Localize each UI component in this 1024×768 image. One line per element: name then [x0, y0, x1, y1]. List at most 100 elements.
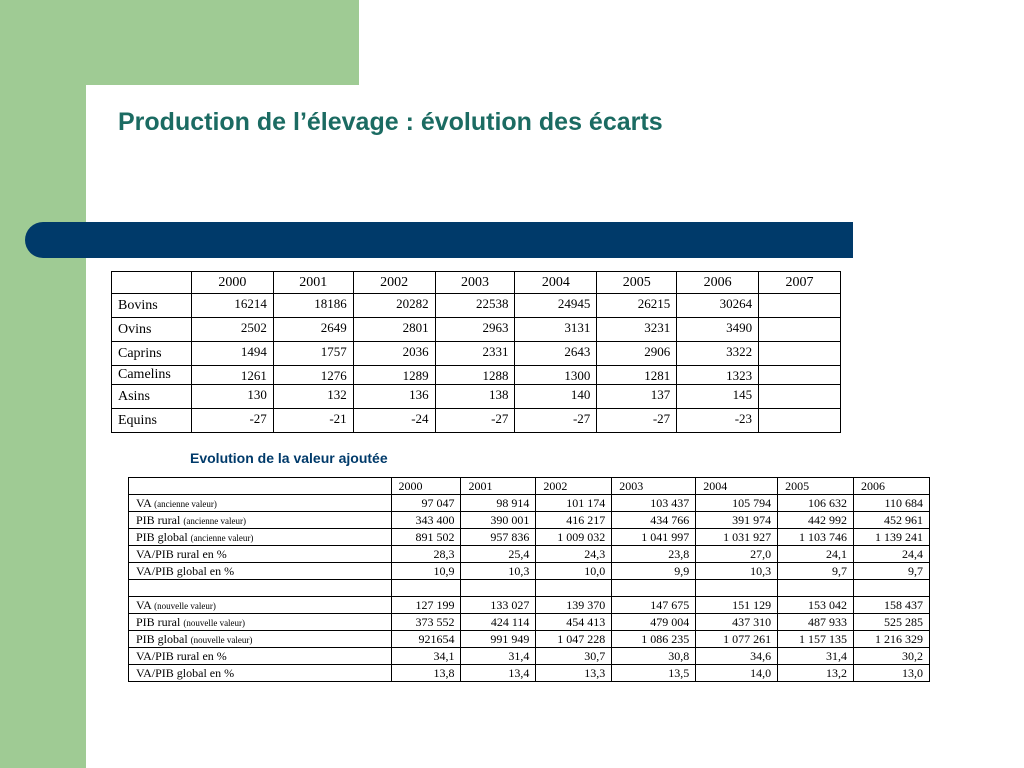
table-cell: 106 632: [777, 494, 855, 512]
table-cell: 3322: [676, 341, 760, 366]
table-cell: 2643: [514, 341, 598, 366]
table-cell: 13,2: [777, 664, 855, 682]
table-row: VA/PIB rural en % 34,1 31,4 30,7 30,8 34…: [128, 647, 930, 665]
row-label: Asins: [111, 384, 192, 409]
table-cell: 97 047: [390, 494, 462, 512]
table-cell: 1757: [272, 341, 354, 366]
table-cell: 1 103 746: [777, 528, 855, 546]
year-header: 2005: [596, 271, 678, 294]
table-cell: 1 139 241: [853, 528, 930, 546]
slide-title: Production de l’élevage : évolution des …: [118, 108, 663, 136]
year-header: 2004: [514, 271, 598, 294]
green-side-band: [0, 0, 86, 768]
table-cell: 479 004: [611, 613, 697, 631]
row-label: Equins: [111, 408, 192, 433]
table-cell: 442 992: [777, 511, 855, 529]
table-cell: [758, 408, 841, 433]
table-cell: 13,3: [535, 664, 613, 682]
corner-cell: [128, 477, 392, 495]
table-cell: 34,1: [390, 647, 462, 665]
year-header: 2006: [853, 477, 930, 495]
row-label-text: PIB global: [136, 631, 188, 646]
table-cell: 127 199: [390, 596, 462, 614]
table-cell: 10,3: [695, 562, 779, 580]
value-added-subtitle: Evolution de la valeur ajoutée: [190, 450, 388, 466]
table-cell: 1 041 997: [611, 528, 697, 546]
row-label: PIB rural (ancienne valeur): [128, 511, 392, 529]
table-row: Caprins 1494 1757 2036 2331 2643 2906 33…: [111, 341, 841, 366]
table-cell: 147 675: [611, 596, 697, 614]
table-cell: 13,8: [390, 664, 462, 682]
table-cell: 3490: [676, 317, 760, 342]
table-row: PIB rural (nouvelle valeur) 373 552 424 …: [128, 613, 930, 631]
table-cell: 153 042: [777, 596, 855, 614]
table-cell: [758, 365, 841, 385]
table-cell: 101 174: [535, 494, 613, 512]
table-row: PIB global (ancienne valeur) 891 502 957…: [128, 528, 930, 546]
livestock-production-table: 2000 2001 2002 2003 2004 2005 2006 2007 …: [111, 271, 841, 433]
table-cell: 24,3: [535, 545, 613, 563]
table-row: VA/PIB global en % 13,8 13,4 13,3 13,5 1…: [128, 664, 930, 682]
table-cell: 373 552: [390, 613, 462, 631]
table-cell: [853, 579, 930, 597]
table-cell: 1276: [272, 365, 354, 385]
table-cell: 991 949: [460, 630, 537, 648]
row-note: (nouvelle valeur): [190, 634, 253, 645]
table-cell: 437 310: [695, 613, 779, 631]
table-cell: 487 933: [777, 613, 855, 631]
table-cell: 13,4: [460, 664, 537, 682]
table-cell: 1289: [352, 365, 436, 385]
table-cell: 454 413: [535, 613, 613, 631]
table-cell: 137: [596, 384, 678, 409]
table-row: Camelins 1261 1276 1289 1288 1300 1281 1…: [111, 365, 841, 385]
year-header: 2002: [352, 271, 436, 294]
row-label: PIB global (nouvelle valeur): [128, 630, 392, 648]
table-cell: 22538: [434, 293, 516, 318]
table-cell: 1300: [514, 365, 598, 385]
table-cell: 424 114: [460, 613, 537, 631]
title-divider-bar: [25, 222, 853, 258]
table-cell: 1 157 135: [777, 630, 855, 648]
table-cell: 30264: [676, 293, 760, 318]
table-cell: -27: [190, 408, 274, 433]
table-row: VA (nouvelle valeur) 127 199 133 027 139…: [128, 596, 930, 614]
row-label: PIB global (ancienne valeur): [128, 528, 392, 546]
table-cell: 434 766: [611, 511, 697, 529]
table-cell: 1 216 329: [853, 630, 930, 648]
row-label: VA/PIB global en %: [128, 664, 392, 682]
table-cell: 24,1: [777, 545, 855, 563]
row-label-text: PIB rural: [136, 512, 181, 527]
table-cell: 3131: [514, 317, 598, 342]
table-cell: 390 001: [460, 511, 537, 529]
table-cell: 23,8: [611, 545, 697, 563]
row-label-text: VA: [136, 597, 152, 612]
row-label: VA (nouvelle valeur): [128, 596, 392, 614]
green-top-band: [0, 0, 359, 85]
row-label-text: VA: [136, 495, 152, 510]
table-cell: 130: [190, 384, 274, 409]
table-cell: 1 086 235: [611, 630, 697, 648]
rounded-corner: [86, 85, 206, 205]
empty-separator-row: [128, 579, 930, 597]
table-cell: 1494: [190, 341, 274, 366]
row-note: (nouvelle valeur): [154, 600, 216, 611]
table-header-row: 2000 2001 2002 2003 2004 2005 2006: [128, 477, 930, 495]
table-cell: 30,8: [611, 647, 697, 665]
table-cell: 139 370: [535, 596, 613, 614]
table-row: Equins -27 -21 -24 -27 -27 -27 -23: [111, 408, 841, 433]
table-cell: 9,7: [853, 562, 930, 580]
table-cell: -27: [514, 408, 598, 433]
row-label-text: PIB rural: [136, 614, 181, 629]
table-cell: 1261: [190, 365, 274, 385]
table-cell: 132: [272, 384, 354, 409]
table-cell: 2801: [352, 317, 436, 342]
row-note: (ancienne valeur): [183, 515, 247, 526]
row-label: VA/PIB global en %: [128, 562, 392, 580]
table-cell: [535, 579, 613, 597]
year-header: 2001: [460, 477, 537, 495]
table-cell: 136: [352, 384, 436, 409]
table-cell: [777, 579, 855, 597]
row-note: (nouvelle valeur): [183, 617, 246, 628]
row-label: Camelins: [111, 365, 192, 385]
table-cell: 28,3: [390, 545, 462, 563]
